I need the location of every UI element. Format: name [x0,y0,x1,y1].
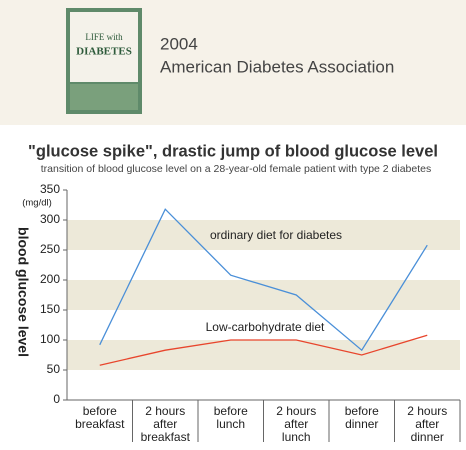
x-tick-label: 2 hours [276,404,316,418]
x-tick-label: lunch [282,430,311,444]
series-label: ordinary diet for diabetes [210,228,342,242]
cover-title: DIABETES [76,46,132,58]
grid-band [67,340,460,370]
x-tick-label: lunch [216,417,245,431]
y-tick-label: 0 [53,392,60,406]
x-tick-label: breakfast [75,417,125,431]
cover-image [70,84,138,110]
x-tick-label: before [83,404,117,418]
x-tick-label: breakfast [141,430,191,444]
x-tick-label: dinner [411,430,444,444]
chart-subtitle: transition of blood glucose level on a 2… [41,163,432,175]
y-tick-label: 100 [40,332,60,346]
y-unit: (mg/dl) [22,198,52,209]
x-tick-label: before [214,404,248,418]
x-tick-label: 2 hours [145,404,185,418]
bands [67,220,460,370]
y-tick-label: 200 [40,272,60,286]
y-tick-label: 50 [47,362,61,376]
cover-panel [70,12,138,82]
y-axis-label: blood glucose level [15,227,31,357]
x-tick-label: dinner [345,417,378,431]
grid-band [67,220,460,250]
y-tick-label: 150 [40,302,60,316]
series-label: Low-carbohydrate diet [206,320,325,334]
y-tick-label: 250 [40,242,60,256]
x-tick-label: after [284,417,308,431]
cover-title: LIFE with [85,32,123,42]
organization: American Diabetes Association [160,57,394,76]
y-tick-label: 300 [40,212,60,226]
chart-title: "glucose spike", drastic jump of blood g… [28,142,438,160]
divider [0,125,466,130]
x-tick-label: after [153,417,177,431]
year: 2004 [160,34,198,53]
x-tick-label: 2 hours [407,404,447,418]
series-line [99,208,428,352]
x-tick-label: before [345,404,379,418]
book-cover: LIFE with DIABETES [66,8,142,114]
y-tick-label: 350 [40,182,60,196]
x-tick-label: after [415,417,439,431]
series-line [99,334,428,366]
